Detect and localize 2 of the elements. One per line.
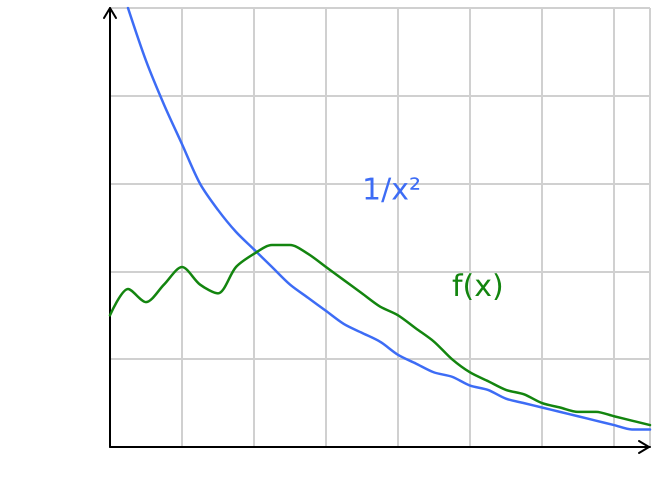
series-label: f(x)	[452, 268, 504, 304]
text: 1/x²	[362, 172, 421, 208]
